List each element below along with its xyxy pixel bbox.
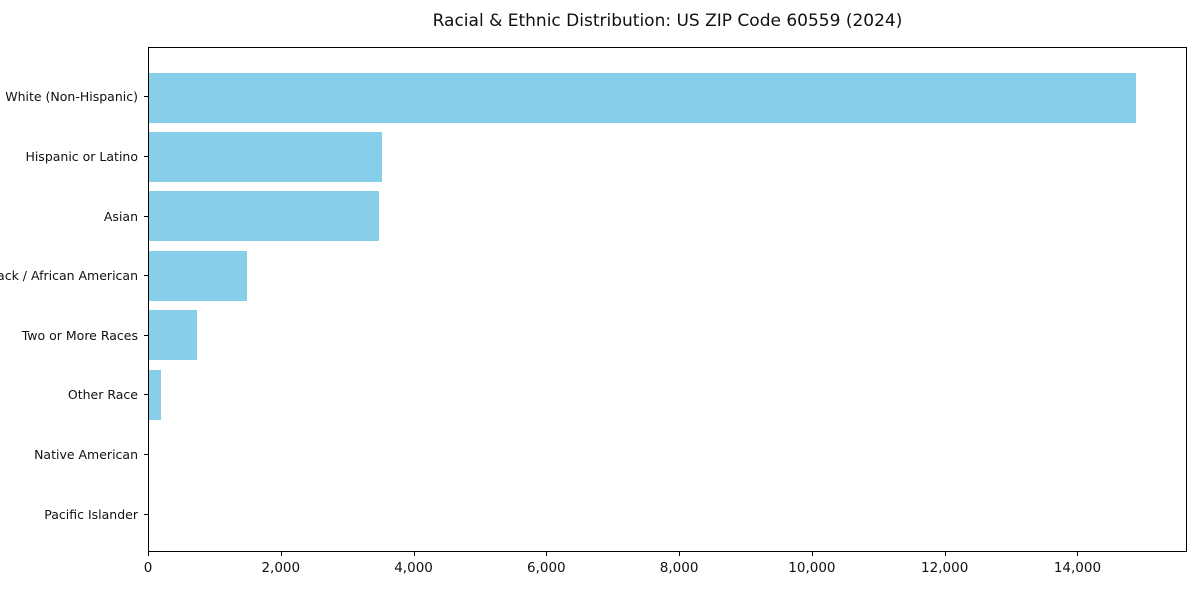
- chart-title: Racial & Ethnic Distribution: US ZIP Cod…: [432, 11, 903, 31]
- y-tick-mark: [144, 513, 148, 515]
- y-tick-label-hispanic-or-latino: Hispanic or Latino: [25, 148, 138, 164]
- x-tick-label-0: 0: [143, 560, 153, 576]
- bar-white-non-hispanic: [149, 72, 1137, 123]
- x-tick-label-6-000: 6,000: [527, 560, 566, 576]
- y-tick-label-other-race: Other Race: [67, 387, 138, 403]
- y-axis-row: White (Non-Hispanic): [0, 67, 148, 127]
- x-tick-label-14-000: 14,000: [1053, 560, 1102, 576]
- x-tick-label-2-000: 2,000: [261, 560, 301, 576]
- x-tick-mark: [944, 552, 946, 556]
- bar-row: [149, 68, 1186, 127]
- y-tick-label-asian: Asian: [103, 208, 138, 224]
- bar-two-or-more-races: [149, 310, 197, 361]
- x-tick-mark: [413, 552, 415, 556]
- x-axis: 0 2,000 4,000 6,000 8,000 10,000 12,000 14,000: [144, 552, 1187, 592]
- y-axis-row: Hispanic or Latino: [0, 127, 148, 187]
- y-axis-row: Native American: [0, 425, 148, 485]
- plot-area: [148, 47, 1187, 552]
- bar-row: [149, 424, 1186, 483]
- x-tick-label-8-000: 8,000: [659, 560, 699, 576]
- y-tick-mark: [144, 275, 148, 277]
- x-tick-label-10-000: 10,000: [788, 560, 836, 576]
- bar-row: [149, 187, 1186, 246]
- x-tick-mark: [280, 552, 282, 556]
- x-tick-label-4-000: 4,000: [394, 560, 433, 576]
- y-tick-label-pacific-islander: Pacific Islander: [44, 506, 138, 522]
- y-tick-mark: [144, 394, 148, 396]
- y-axis-row: Pacific Islander: [0, 484, 148, 544]
- y-axis-row: Two or More Races: [0, 306, 148, 366]
- x-tick-mark: [811, 552, 813, 556]
- bar-row: [149, 306, 1186, 365]
- y-tick-mark: [144, 334, 148, 336]
- x-tick-mark: [679, 552, 681, 556]
- bar-hispanic-or-latino: [149, 132, 383, 183]
- y-tick-label-two-or-more-races: Two or More Races: [21, 327, 138, 343]
- bar-row: [149, 484, 1186, 543]
- y-tick-label-native-american: Native American: [34, 447, 138, 463]
- y-tick-label-black-african-american: Black / African American: [0, 268, 138, 284]
- bar-other-race: [149, 369, 161, 420]
- y-axis: White (Non-Hispanic) Hispanic or Latino As…: [0, 47, 148, 552]
- y-tick-mark: [144, 155, 148, 157]
- x-tick-mark: [546, 552, 548, 556]
- bar-row: [149, 246, 1186, 305]
- y-axis-row: Black / African American: [0, 246, 148, 306]
- x-tick-mark: [148, 552, 149, 556]
- x-tick-mark: [1077, 552, 1079, 556]
- y-axis-row: Asian: [0, 186, 148, 246]
- y-tick-label-white-non-hispanic: White (Non-Hispanic): [5, 89, 138, 105]
- y-tick-mark: [144, 96, 148, 98]
- x-tick-label-12-000: 12,000: [921, 560, 969, 576]
- bar-row: [149, 127, 1186, 186]
- bar-asian: [149, 191, 379, 242]
- y-axis-row: Other Race: [0, 365, 148, 425]
- y-tick-mark: [144, 215, 148, 217]
- y-tick-mark: [144, 454, 148, 456]
- bar-row: [149, 365, 1186, 424]
- bar-black-african-american: [149, 250, 248, 301]
